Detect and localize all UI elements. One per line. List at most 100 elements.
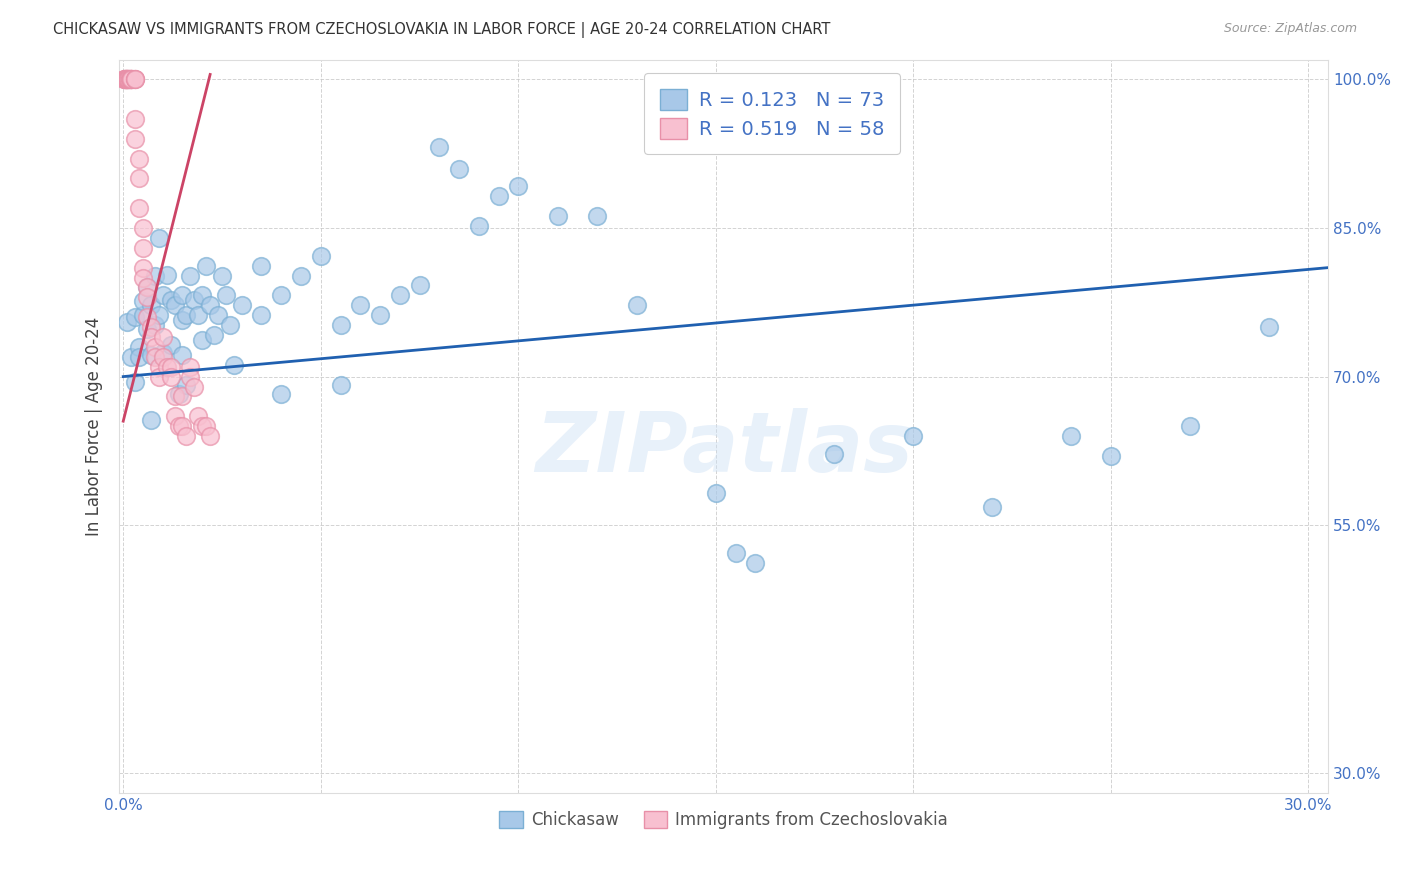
Point: [172, 348, 194, 362]
Point: [128, 201, 150, 215]
Point: [135, 290, 157, 304]
Point: [179, 359, 201, 374]
Point: [124, 112, 146, 126]
Point: [120, 350, 142, 364]
Point: [124, 310, 146, 325]
Point: [128, 152, 150, 166]
Point: [159, 369, 181, 384]
Point: [329, 377, 352, 392]
Point: [219, 318, 242, 332]
Point: [139, 298, 162, 312]
Point: [179, 369, 201, 384]
Point: [250, 308, 273, 322]
Point: [172, 288, 194, 302]
Point: [124, 72, 146, 87]
Point: [329, 318, 352, 332]
Point: [211, 268, 233, 283]
Point: [117, 72, 139, 87]
Point: [704, 486, 727, 500]
Point: [187, 409, 209, 424]
Point: [179, 268, 201, 283]
Point: [159, 293, 181, 308]
Point: [115, 72, 138, 87]
Point: [112, 72, 135, 87]
Point: [290, 268, 312, 283]
Point: [143, 340, 166, 354]
Point: [128, 340, 150, 354]
Point: [183, 293, 205, 308]
Point: [195, 419, 218, 434]
Point: [115, 315, 138, 329]
Y-axis label: In Labor Force | Age 20-24: In Labor Force | Age 20-24: [86, 317, 103, 536]
Point: [118, 72, 141, 87]
Point: [172, 389, 194, 403]
Point: [128, 171, 150, 186]
Point: [120, 72, 142, 87]
Point: [172, 419, 194, 434]
Point: [508, 179, 530, 194]
Point: [132, 308, 155, 322]
Point: [195, 259, 218, 273]
Point: [132, 294, 155, 309]
Point: [823, 447, 845, 461]
Point: [152, 350, 174, 364]
Point: [139, 330, 162, 344]
Point: [148, 308, 170, 322]
Point: [222, 358, 245, 372]
Point: [139, 348, 162, 362]
Point: [139, 413, 162, 427]
Point: [148, 231, 170, 245]
Point: [124, 72, 146, 87]
Point: [115, 72, 138, 87]
Point: [198, 298, 221, 312]
Point: [207, 308, 229, 322]
Point: [191, 333, 214, 347]
Point: [176, 377, 198, 392]
Point: [172, 313, 194, 327]
Point: [135, 310, 157, 325]
Point: [270, 387, 292, 401]
Point: [1178, 419, 1201, 434]
Point: [215, 288, 238, 302]
Point: [183, 379, 205, 393]
Point: [132, 241, 155, 255]
Point: [191, 288, 214, 302]
Point: [148, 369, 170, 384]
Point: [120, 72, 142, 87]
Point: [408, 278, 430, 293]
Point: [724, 546, 747, 560]
Point: [120, 72, 142, 87]
Point: [124, 132, 146, 146]
Point: [488, 189, 510, 203]
Point: [114, 72, 136, 87]
Text: ZIPatlas: ZIPatlas: [534, 408, 912, 489]
Point: [148, 359, 170, 374]
Point: [427, 140, 450, 154]
Point: [115, 72, 138, 87]
Point: [250, 259, 273, 273]
Point: [139, 320, 162, 334]
Point: [349, 298, 371, 312]
Point: [1099, 449, 1122, 463]
Point: [118, 72, 141, 87]
Point: [586, 209, 609, 223]
Point: [152, 346, 174, 360]
Point: [132, 221, 155, 235]
Text: CHICKASAW VS IMMIGRANTS FROM CZECHOSLOVAKIA IN LABOR FORCE | AGE 20-24 CORRELATI: CHICKASAW VS IMMIGRANTS FROM CZECHOSLOVA…: [53, 22, 831, 38]
Point: [128, 350, 150, 364]
Point: [1257, 320, 1279, 334]
Text: Source: ZipAtlas.com: Source: ZipAtlas.com: [1223, 22, 1357, 36]
Point: [198, 429, 221, 443]
Point: [981, 500, 1004, 515]
Point: [187, 308, 209, 322]
Point: [163, 409, 186, 424]
Point: [468, 219, 491, 233]
Point: [202, 328, 225, 343]
Point: [626, 298, 648, 312]
Point: [152, 288, 174, 302]
Point: [270, 288, 292, 302]
Point: [120, 72, 142, 87]
Point: [163, 389, 186, 403]
Point: [163, 298, 186, 312]
Point: [368, 308, 391, 322]
